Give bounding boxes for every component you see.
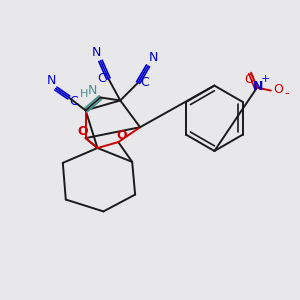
Text: C: C bbox=[141, 76, 149, 89]
Text: O: O bbox=[116, 129, 127, 142]
Text: O: O bbox=[273, 83, 283, 96]
Text: O: O bbox=[77, 125, 88, 138]
Text: N: N bbox=[88, 84, 97, 97]
Text: -: - bbox=[284, 87, 289, 100]
Text: N: N bbox=[148, 51, 158, 64]
Text: C: C bbox=[69, 95, 78, 108]
Text: +: + bbox=[261, 74, 271, 84]
Text: C: C bbox=[97, 72, 106, 85]
Text: H: H bbox=[80, 88, 88, 98]
Text: N: N bbox=[253, 80, 263, 93]
Text: O: O bbox=[244, 73, 254, 86]
Text: N: N bbox=[92, 46, 101, 59]
Text: N: N bbox=[47, 74, 57, 87]
